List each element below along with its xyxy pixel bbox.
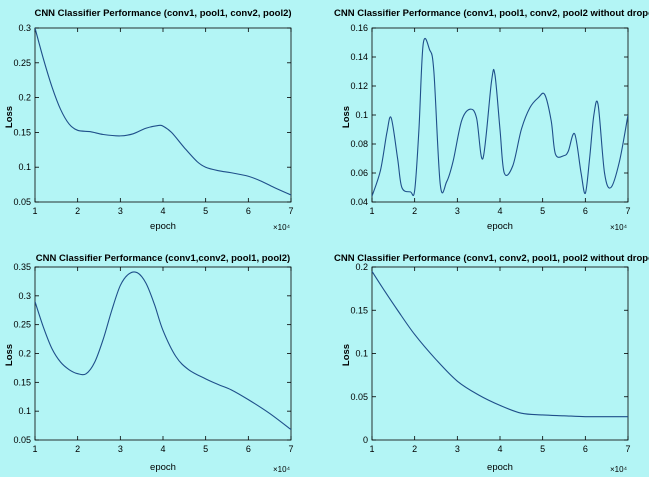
y-tick-label: 0.35: [13, 262, 31, 272]
chart-title: CNN Classifier Performance (conv1, pool1…: [34, 8, 291, 19]
x-tick-label: 3: [455, 206, 460, 216]
x-tick-label: 4: [497, 444, 502, 454]
y-tick-label: 0.16: [350, 23, 368, 33]
plot-area: [34, 27, 292, 203]
x-tick-label: 5: [540, 444, 545, 454]
chart-panel-top-right: CNN Classifier Performance (conv1, pool1…: [334, 8, 649, 232]
x-axis-multiplier: ×10⁴: [273, 223, 291, 232]
x-axis-multiplier: ×10⁴: [273, 465, 291, 474]
x-tick-label: 2: [75, 444, 80, 454]
x-tick-label: 7: [288, 444, 293, 454]
y-tick-label: 0.2: [18, 349, 31, 359]
y-tick-label: 0.15: [350, 305, 368, 315]
y-tick-label: 0.1: [18, 406, 31, 416]
y-tick-label: 0.3: [18, 23, 31, 33]
x-tick-label: 2: [412, 206, 417, 216]
plot-area: [34, 266, 292, 441]
x-axis-multiplier: ×10⁴: [610, 223, 628, 232]
chart-panel-bottom-left: CNN Classifier Performance (conv1,conv2,…: [4, 253, 294, 474]
chart-panel-top-left: CNN Classifier Performance (conv1, pool1…: [4, 8, 294, 232]
chart-panel-bottom-right: CNN Classifier Performance (conv1, conv2…: [334, 253, 649, 474]
y-tick-label: 0.05: [350, 392, 368, 402]
y-tick-label: 0.1: [18, 162, 31, 172]
y-tick-label: 0.12: [350, 81, 368, 91]
x-tick-label: 5: [540, 206, 545, 216]
x-tick-label: 3: [118, 206, 123, 216]
y-axis-label: Loss: [4, 344, 15, 366]
y-axis-label: Loss: [341, 344, 352, 366]
x-tick-label: 7: [625, 444, 630, 454]
x-axis-label: epoch: [487, 221, 513, 232]
x-tick-label: 6: [583, 444, 588, 454]
x-axis-label: epoch: [150, 221, 176, 232]
y-tick-label: 0.25: [13, 320, 31, 330]
chart-title: CNN Classifier Performance (conv1, pool1…: [334, 8, 649, 19]
y-tick-label: 0.08: [350, 139, 368, 149]
y-tick-label: 0.3: [18, 291, 31, 301]
chart-title: CNN Classifier Performance (conv1, conv2…: [334, 253, 649, 264]
x-tick-label: 6: [583, 206, 588, 216]
x-tick-label: 3: [118, 444, 123, 454]
y-tick-label: 0.06: [350, 168, 368, 178]
x-tick-label: 4: [160, 206, 165, 216]
y-tick-label: 0.25: [13, 58, 31, 68]
x-tick-label: 5: [203, 444, 208, 454]
y-tick-label: 0: [363, 435, 368, 445]
x-tick-label: 4: [497, 206, 502, 216]
plot-area: [371, 266, 629, 441]
y-tick-label: 0.1: [355, 349, 368, 359]
chart-title: CNN Classifier Performance (conv1,conv2,…: [36, 253, 290, 264]
x-tick-label: 1: [369, 206, 374, 216]
loss-line: [35, 271, 291, 431]
plot-area: [371, 27, 629, 203]
y-tick-label: 0.14: [350, 52, 368, 62]
x-tick-label: 1: [32, 206, 37, 216]
x-axis-label: epoch: [487, 462, 513, 473]
y-tick-label: 0.1: [355, 110, 368, 120]
x-tick-label: 7: [625, 206, 630, 216]
y-axis-label: Loss: [4, 106, 15, 128]
y-tick-label: 0.2: [355, 262, 368, 272]
x-axis-multiplier: ×10⁴: [610, 465, 628, 474]
y-tick-label: 0.15: [13, 377, 31, 387]
y-tick-label: 0.15: [13, 127, 31, 137]
x-tick-label: 1: [369, 444, 374, 454]
x-tick-label: 2: [75, 206, 80, 216]
y-axis-label: Loss: [341, 106, 352, 128]
loss-line: [372, 38, 628, 197]
x-tick-label: 3: [455, 444, 460, 454]
x-tick-label: 6: [246, 444, 251, 454]
x-axis-label: epoch: [150, 462, 176, 473]
loss-line: [35, 28, 291, 196]
x-tick-label: 6: [246, 206, 251, 216]
y-tick-label: 0.05: [13, 435, 31, 445]
loss-line: [372, 271, 628, 418]
x-tick-label: 2: [412, 444, 417, 454]
y-tick-label: 0.2: [18, 93, 31, 103]
x-tick-label: 1: [32, 444, 37, 454]
y-tick-label: 0.05: [13, 197, 31, 207]
y-tick-label: 0.04: [350, 197, 368, 207]
x-tick-label: 5: [203, 206, 208, 216]
x-tick-label: 4: [160, 444, 165, 454]
x-tick-label: 7: [288, 206, 293, 216]
